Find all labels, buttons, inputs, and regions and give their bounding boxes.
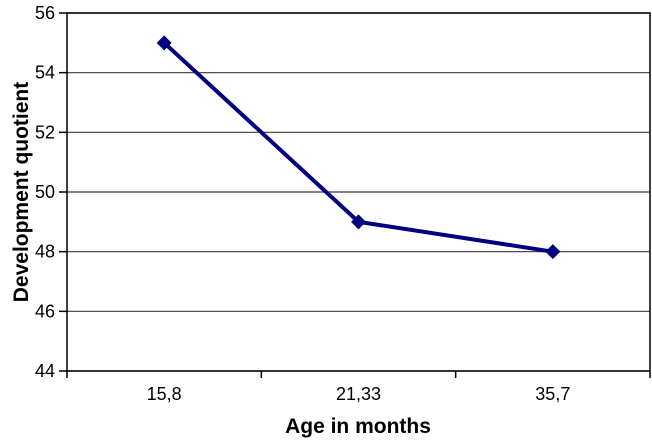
y-axis-tick-label: 46	[35, 301, 55, 321]
x-axis-tick-label: 21,33	[336, 384, 381, 404]
data-point-marker	[351, 214, 366, 230]
y-axis-tick-label: 56	[35, 3, 55, 23]
y-axis-tick-label: 44	[35, 361, 55, 381]
y-axis-tick-label: 48	[35, 242, 55, 262]
x-axis-tick-label: 35,7	[535, 384, 570, 404]
data-point-marker	[156, 35, 172, 51]
y-axis-tick-label: 54	[35, 63, 55, 83]
y-axis-tick-label: 50	[35, 182, 55, 202]
y-axis-tick-label: 52	[35, 122, 55, 142]
y-axis-title: Development quotient	[10, 81, 33, 303]
x-axis-title: Age in months	[285, 415, 431, 438]
plot-border	[66, 12, 651, 372]
x-axis-tick-label: 15,8	[147, 384, 182, 404]
data-point-marker	[545, 244, 561, 260]
